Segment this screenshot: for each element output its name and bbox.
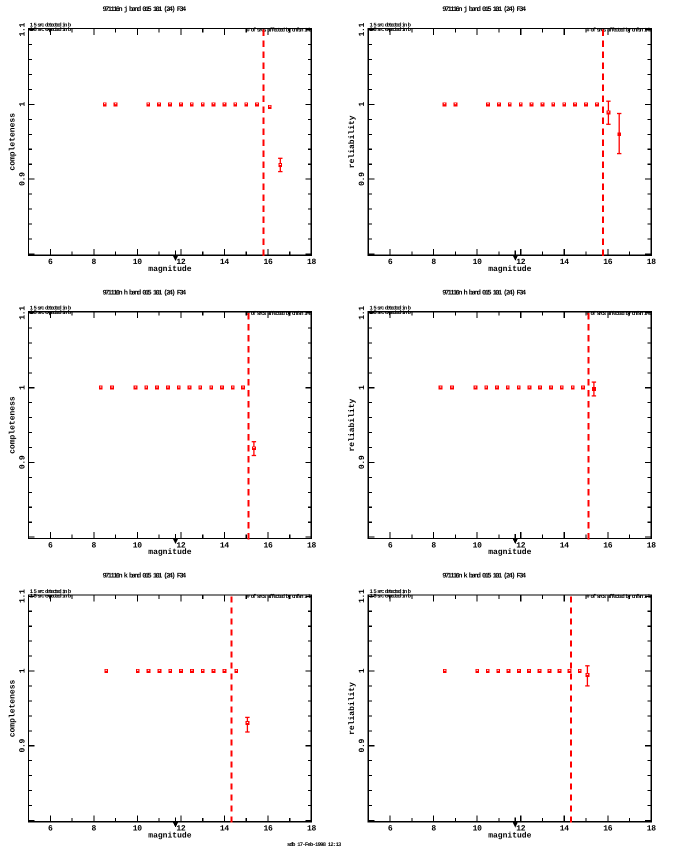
svg-text:magnitude: magnitude xyxy=(148,265,191,274)
svg-text:18: 18 xyxy=(647,541,657,550)
svg-text:16: 16 xyxy=(263,825,273,834)
svg-text:0.9: 0.9 xyxy=(18,738,27,752)
svg-text:1 5 src expected in b: 1 5 src expected in b xyxy=(370,309,412,316)
svg-text:971116n j band 015 101 (24) F: 971116n j band 015 101 (24) F34 xyxy=(103,5,187,14)
svg-text:971116n h band 015 101 (24) F: 971116n h band 015 101 (24) F34 xyxy=(442,288,526,297)
svg-text:reliability: reliability xyxy=(348,398,357,451)
svg-text:6: 6 xyxy=(388,541,393,550)
svg-text:1 5 src expected in b: 1 5 src expected in b xyxy=(370,593,412,600)
svg-text:14: 14 xyxy=(560,258,570,267)
svg-text:0.9: 0.9 xyxy=(358,738,367,752)
svg-text:magnitude: magnitude xyxy=(488,265,531,274)
svg-text:1 5 src detected in b: 1 5 src detected in b xyxy=(370,21,412,28)
svg-text:12: 12 xyxy=(516,541,526,550)
svg-text:16: 16 xyxy=(603,541,613,550)
svg-text:reliability: reliability xyxy=(348,115,357,168)
svg-text:12: 12 xyxy=(516,258,526,267)
svg-text:14: 14 xyxy=(560,541,570,550)
svg-text:0.9: 0.9 xyxy=(358,455,367,469)
svg-text:18: 18 xyxy=(307,825,317,834)
svg-text:# of srcs affected by cnfsn 1: # of srcs affected by cnfsn 1 b xyxy=(247,593,313,600)
svg-text:1.1: 1.1 xyxy=(358,589,367,603)
svg-text:magnitude: magnitude xyxy=(148,831,191,840)
svg-text:971116n j band 015 101 (24) F: 971116n j band 015 101 (24) F34 xyxy=(442,5,526,14)
svg-text:6: 6 xyxy=(388,825,393,834)
svg-text:0.9: 0.9 xyxy=(18,455,27,469)
svg-text:1 5 src detected in b: 1 5 src detected in b xyxy=(370,305,412,312)
svg-text:completeness: completeness xyxy=(8,396,17,454)
svg-text:12: 12 xyxy=(176,258,186,267)
svg-text:18: 18 xyxy=(307,541,317,550)
svg-text:0.9: 0.9 xyxy=(358,172,367,186)
svg-text:1.1: 1.1 xyxy=(18,22,27,36)
svg-text:# of srcs affected by cnfsn 1: # of srcs affected by cnfsn 1 b xyxy=(247,27,313,34)
svg-text:14: 14 xyxy=(220,258,230,267)
svg-text:14: 14 xyxy=(220,541,230,550)
svg-text:6: 6 xyxy=(388,258,393,267)
svg-text:completeness: completeness xyxy=(8,113,17,171)
svg-text:1: 1 xyxy=(358,385,367,390)
svg-text:18: 18 xyxy=(647,258,657,267)
svg-text:16: 16 xyxy=(603,258,613,267)
svg-text:magnitude: magnitude xyxy=(488,831,531,840)
svg-text:completeness: completeness xyxy=(8,679,17,737)
svg-text:14: 14 xyxy=(220,825,230,834)
svg-text:1: 1 xyxy=(18,385,27,390)
svg-text:magnitude: magnitude xyxy=(488,548,531,557)
svg-text:10: 10 xyxy=(133,825,143,834)
svg-text:# of srcs affected by cnfsn 1: # of srcs affected by cnfsn 1 b xyxy=(586,593,652,600)
svg-text:magnitude: magnitude xyxy=(148,548,191,557)
svg-text:# of srcs affected by cnfsn 1: # of srcs affected by cnfsn 1 b xyxy=(247,310,313,317)
svg-text:16: 16 xyxy=(603,825,613,834)
svg-text:sdb 17-Feb-1998 12:13: sdb 17-Feb-1998 12:13 xyxy=(287,841,342,848)
svg-text:1 5 src expected in b: 1 5 src expected in b xyxy=(30,26,72,33)
svg-text:1.1: 1.1 xyxy=(358,306,367,320)
svg-text:8: 8 xyxy=(92,825,97,834)
svg-text:1 5 src expected in b: 1 5 src expected in b xyxy=(30,593,72,600)
svg-text:1 5 src detected in b: 1 5 src detected in b xyxy=(30,305,72,312)
svg-text:8: 8 xyxy=(431,541,436,550)
svg-text:0.9: 0.9 xyxy=(18,172,27,186)
svg-text:1: 1 xyxy=(358,102,367,107)
svg-text:1.1: 1.1 xyxy=(18,306,27,320)
svg-text:16: 16 xyxy=(263,541,273,550)
svg-text:8: 8 xyxy=(92,258,97,267)
svg-text:8: 8 xyxy=(431,258,436,267)
svg-text:1: 1 xyxy=(18,668,27,673)
svg-text:1 5 src detected in b: 1 5 src detected in b xyxy=(30,588,72,595)
svg-text:1.1: 1.1 xyxy=(358,22,367,36)
svg-text:1 5 src detected in b: 1 5 src detected in b xyxy=(30,21,72,28)
svg-text:1: 1 xyxy=(18,102,27,107)
svg-text:6: 6 xyxy=(48,541,53,550)
svg-text:10: 10 xyxy=(133,541,143,550)
svg-text:12: 12 xyxy=(516,825,526,834)
svg-text:8: 8 xyxy=(92,541,97,550)
svg-text:971116n k band 015 101 (24) F: 971116n k band 015 101 (24) F34 xyxy=(103,572,187,581)
svg-text:10: 10 xyxy=(473,825,483,834)
svg-text:12: 12 xyxy=(176,825,186,834)
svg-text:8: 8 xyxy=(431,825,436,834)
svg-text:# of srcs affected by cnfsn 1: # of srcs affected by cnfsn 1 b xyxy=(586,27,652,34)
svg-text:1 5 src expected in b: 1 5 src expected in b xyxy=(370,26,412,33)
svg-text:10: 10 xyxy=(133,258,143,267)
svg-text:1.1: 1.1 xyxy=(18,589,27,603)
svg-text:18: 18 xyxy=(647,825,657,834)
svg-text:1: 1 xyxy=(358,668,367,673)
svg-text:971116n h band 015 101 (24) F: 971116n h band 015 101 (24) F34 xyxy=(103,288,187,297)
svg-text:10: 10 xyxy=(473,541,483,550)
svg-text:16: 16 xyxy=(263,258,273,267)
svg-text:12: 12 xyxy=(176,541,186,550)
svg-text:14: 14 xyxy=(560,825,570,834)
svg-text:reliability: reliability xyxy=(348,682,357,735)
svg-text:971116n k band 015 101 (24) F: 971116n k band 015 101 (24) F34 xyxy=(442,572,526,581)
svg-text:# of srcs affected by cnfsn 1: # of srcs affected by cnfsn 1 b xyxy=(586,310,652,317)
svg-text:6: 6 xyxy=(48,825,53,834)
svg-text:6: 6 xyxy=(48,258,53,267)
svg-text:10: 10 xyxy=(473,258,483,267)
svg-text:1 5 src detected in b: 1 5 src detected in b xyxy=(370,588,412,595)
svg-text:18: 18 xyxy=(307,258,317,267)
svg-text:1 5 src expected in b: 1 5 src expected in b xyxy=(30,309,72,316)
